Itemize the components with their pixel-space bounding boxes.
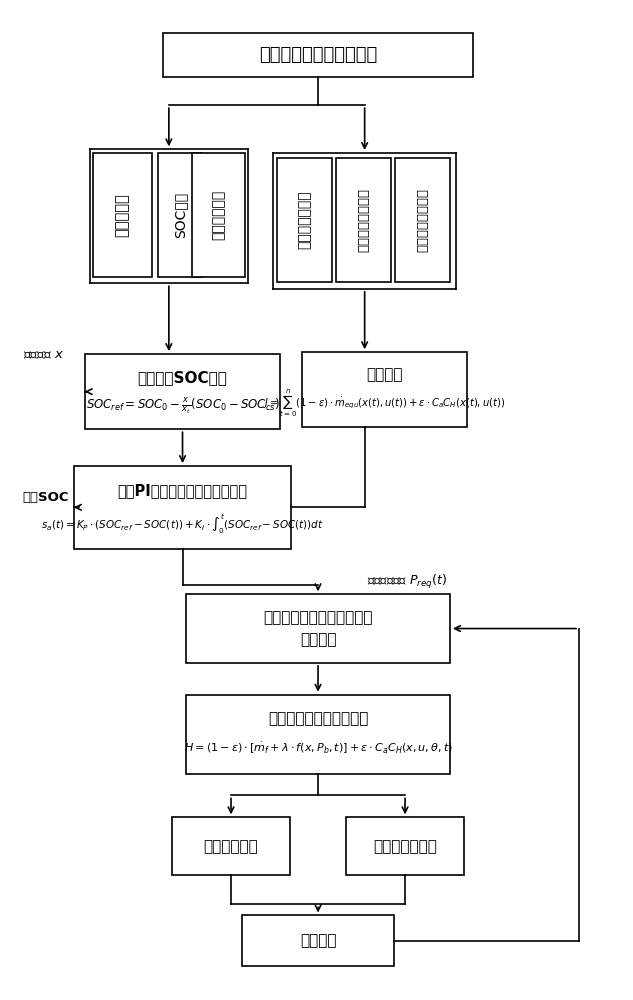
Bar xyxy=(192,153,245,277)
Text: 当前里程 $x$: 当前里程 $x$ xyxy=(23,348,64,361)
Bar xyxy=(277,158,332,282)
Text: 功率分配: 功率分配 xyxy=(300,632,336,647)
Bar xyxy=(186,594,450,663)
Text: 当前SOC: 当前SOC xyxy=(23,491,69,504)
Text: $H=(1-\varepsilon)\cdot[\dot{m}_f+\lambda\cdot f(x,P_b,t)]+\varepsilon\cdot C_aC: $H=(1-\varepsilon)\cdot[\dot{m}_f+\lambd… xyxy=(184,741,453,756)
Text: SOC门限: SOC门限 xyxy=(173,192,187,238)
Text: 电池寿命衰减损失: 电池寿命衰减损失 xyxy=(416,188,429,252)
Bar xyxy=(336,158,391,282)
Bar xyxy=(395,158,450,282)
Bar xyxy=(346,817,464,875)
Bar xyxy=(186,695,450,774)
Bar xyxy=(158,153,202,277)
Text: 建立参考SOC轨迹: 建立参考SOC轨迹 xyxy=(137,370,227,385)
Bar xyxy=(74,466,291,549)
Text: 基于PI控制的等效因子实时修正: 基于PI控制的等效因子实时修正 xyxy=(118,483,248,498)
Text: 计算相应档位下所有可能的: 计算相应档位下所有可能的 xyxy=(263,610,373,625)
Text: 汉密尔顿函数求解最小值: 汉密尔顿函数求解最小值 xyxy=(268,711,368,726)
Text: 行驶总里程: 行驶总里程 xyxy=(115,193,130,237)
Text: $SOC_{ref}=SOC_0-\frac{x}{x_t}(SOC_0-SOC_{cs})$: $SOC_{ref}=SOC_0-\frac{x}{x_t}(SOC_0-SOC… xyxy=(85,396,280,416)
Text: 等效燃油消耗最小化策略: 等效燃油消耗最小化策略 xyxy=(259,46,377,64)
Text: $s_a(t)=K_P\cdot(SOC_{ref}-SOC(t))+K_I\cdot\int_0^t(SOC_{ref}-SOC(t))dt$: $s_a(t)=K_P\cdot(SOC_{ref}-SOC(t))+K_I\c… xyxy=(41,512,324,536)
Bar xyxy=(242,915,394,966)
Text: 整车需求功率 $P_{req}(t)$: 整车需求功率 $P_{req}(t)$ xyxy=(367,573,447,591)
Text: 电量保持模式: 电量保持模式 xyxy=(211,190,225,240)
Text: 电池电能等效油耗: 电池电能等效油耗 xyxy=(357,188,370,252)
Bar xyxy=(85,354,280,429)
Text: 目标函数: 目标函数 xyxy=(367,367,403,382)
Bar xyxy=(172,817,290,875)
Text: 发动机瞬时油耗: 发动机瞬时油耗 xyxy=(298,191,311,249)
Text: $J=\sum_{t=0}^{n}(1-\varepsilon)\cdot\dot{m}_{equ}(x(t),u(t))+\varepsilon\cdot C: $J=\sum_{t=0}^{n}(1-\varepsilon)\cdot\do… xyxy=(263,388,506,419)
Text: 电机需求功率: 电机需求功率 xyxy=(204,839,258,854)
Bar xyxy=(163,33,473,77)
Text: 发动机需求功率: 发动机需求功率 xyxy=(373,839,437,854)
Bar xyxy=(92,153,152,277)
Bar xyxy=(302,352,467,427)
Text: 整车模块: 整车模块 xyxy=(300,933,336,948)
